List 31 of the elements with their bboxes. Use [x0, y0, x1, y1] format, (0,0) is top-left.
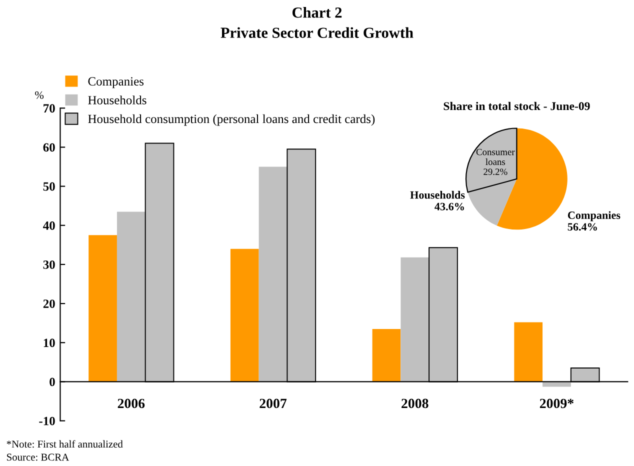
y-tick-label: 50	[43, 182, 55, 191]
y-tick-label: 70	[44, 104, 55, 113]
annotation: 29.2%	[484, 168, 508, 175]
annotation: 56.4%	[568, 223, 597, 231]
chart-title: Share in total stock - June-09	[444, 102, 590, 110]
source-note: Source: BCRA	[7, 454, 70, 461]
bar	[514, 322, 543, 382]
y-tick-label: 10	[44, 338, 55, 348]
slice-label: Companies	[568, 211, 620, 222]
bar	[372, 328, 401, 382]
bar	[230, 248, 259, 382]
x-tick-label: 2007	[260, 398, 287, 408]
slice-label: Households	[410, 190, 465, 199]
y-tick-label: 40	[43, 221, 55, 230]
bar	[88, 235, 117, 382]
x-tick-label: 2008	[402, 398, 428, 408]
slice-label: Consumer loans	[476, 148, 515, 166]
y-tick-label: 30	[43, 260, 55, 269]
chart-title: Chart 2 Private Sector Credit Growth	[220, 6, 414, 38]
y-tick-label: 60	[43, 143, 55, 152]
annotation: 43.6%	[434, 202, 464, 210]
legend-label: Households	[88, 96, 146, 104]
y-tick-label: 0	[50, 378, 55, 386]
x-tick-label: 2006	[118, 398, 145, 408]
x-tick-label: 2009*	[540, 398, 574, 408]
legend-label: Companies	[88, 77, 144, 88]
text: *Note: First half annualized	[6, 440, 123, 448]
y-tick-label: 20	[43, 300, 55, 308]
legend-label: Household consumption (personal loans and credit cards)	[88, 114, 375, 126]
y-tick-label: -10	[39, 416, 55, 426]
y-axis-title: %	[35, 91, 44, 99]
